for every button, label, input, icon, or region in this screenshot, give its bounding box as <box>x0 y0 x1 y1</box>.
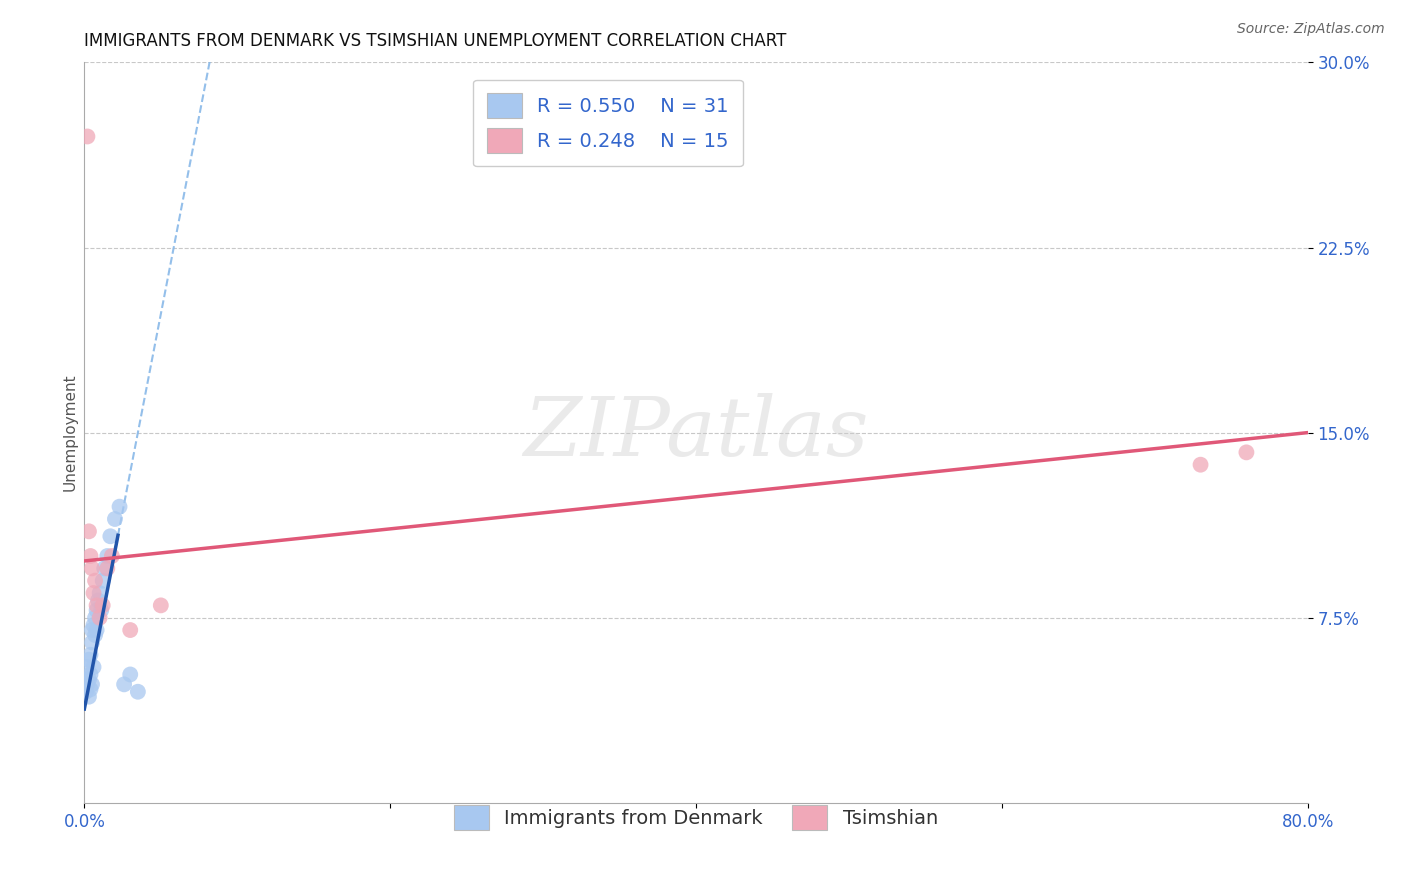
Point <box>1236 445 1258 459</box>
Text: Source: ZipAtlas.com: Source: ZipAtlas.com <box>1237 22 1385 37</box>
Point <box>76 129 98 144</box>
Point <box>83 660 105 674</box>
Point <box>1189 458 1212 472</box>
Point <box>75 685 97 699</box>
Point <box>77 653 100 667</box>
Point <box>104 512 127 526</box>
Point <box>98 529 121 543</box>
Point <box>77 524 100 539</box>
Point <box>84 628 107 642</box>
Point <box>96 561 118 575</box>
Text: ZIPatlas: ZIPatlas <box>523 392 869 473</box>
Point <box>112 677 135 691</box>
Point <box>79 549 101 563</box>
Point <box>120 667 142 681</box>
Point <box>89 610 111 624</box>
Point <box>108 500 131 514</box>
Point <box>80 623 103 637</box>
Point <box>79 667 101 681</box>
Point <box>87 593 110 607</box>
Point <box>149 599 172 613</box>
Point <box>93 561 115 575</box>
Point <box>86 599 108 613</box>
Point <box>84 610 107 624</box>
Text: IMMIGRANTS FROM DENMARK VS TSIMSHIAN UNEMPLOYMENT CORRELATION CHART: IMMIGRANTS FROM DENMARK VS TSIMSHIAN UNE… <box>84 32 787 50</box>
Point <box>76 677 98 691</box>
Y-axis label: Unemployment: Unemployment <box>62 374 77 491</box>
Point <box>120 623 142 637</box>
Point <box>91 574 114 588</box>
Point <box>91 599 114 613</box>
Point <box>80 677 103 691</box>
Legend: Immigrants from Denmark, Tsimshian: Immigrants from Denmark, Tsimshian <box>446 797 946 838</box>
Point <box>127 685 149 699</box>
Point <box>96 549 118 563</box>
Point <box>79 648 101 662</box>
Point <box>86 603 108 617</box>
Point <box>77 673 100 687</box>
Point <box>83 618 105 632</box>
Point <box>80 635 103 649</box>
Point <box>86 623 108 637</box>
Point <box>75 673 97 687</box>
Point <box>80 561 103 575</box>
Point <box>89 586 111 600</box>
Point <box>83 586 105 600</box>
Point <box>101 549 124 563</box>
Point <box>90 603 112 617</box>
Point <box>76 660 98 674</box>
Point <box>77 690 100 704</box>
Point <box>84 574 107 588</box>
Point <box>79 682 101 697</box>
